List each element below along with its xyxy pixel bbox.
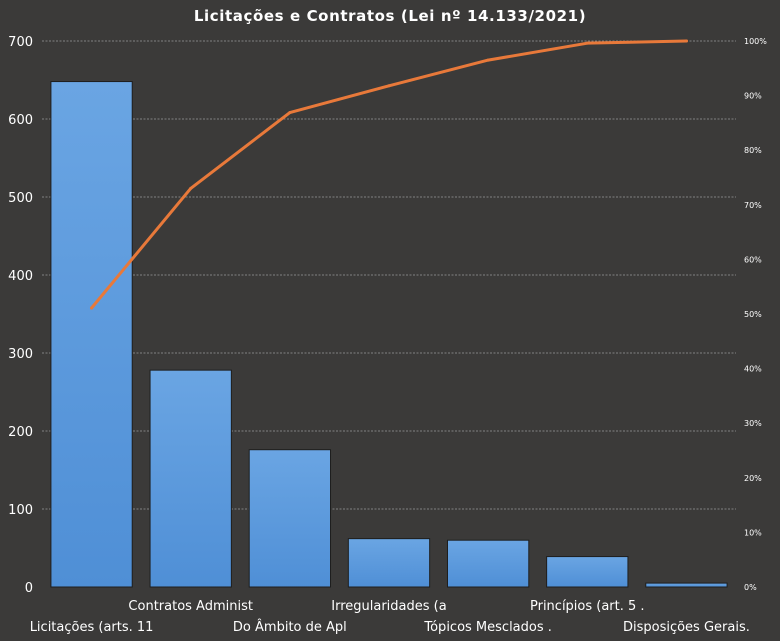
y2-tick-label: 40% bbox=[744, 365, 762, 374]
y2-tick-label: 90% bbox=[744, 92, 762, 101]
y-tick-label: 500 bbox=[8, 191, 33, 206]
y2-tick-label: 50% bbox=[744, 310, 762, 319]
y-tick-label: 400 bbox=[8, 269, 33, 284]
line-point bbox=[585, 41, 589, 45]
y-tick-label: 100 bbox=[8, 503, 33, 518]
chart-title: Licitações e Contratos (Lei nº 14.133/20… bbox=[193, 7, 587, 25]
y2-tick-label: 100% bbox=[744, 37, 767, 46]
bar bbox=[50, 81, 133, 588]
line-point bbox=[288, 111, 292, 115]
line-point bbox=[90, 306, 94, 310]
y2-tick-label: 30% bbox=[744, 419, 762, 428]
line-point bbox=[684, 39, 688, 43]
bar bbox=[645, 582, 728, 588]
x-tick-label: Licitações (arts. 11 bbox=[30, 620, 154, 635]
y2-tick-label: 80% bbox=[744, 146, 762, 155]
bar bbox=[546, 556, 629, 588]
y-tick-label: 300 bbox=[8, 347, 33, 362]
x-tick-label: Irregularidades (a bbox=[331, 599, 446, 614]
bar bbox=[446, 539, 530, 588]
bar bbox=[149, 369, 232, 588]
y-tick-label: 200 bbox=[8, 425, 33, 440]
y-tick-label: 0 bbox=[25, 581, 33, 596]
y2-tick-label: 20% bbox=[744, 474, 762, 483]
line-point bbox=[387, 84, 391, 88]
x-tick-label: Disposições Gerais. bbox=[623, 620, 750, 635]
bar bbox=[248, 449, 332, 588]
bar bbox=[347, 538, 431, 588]
line-point bbox=[486, 58, 490, 62]
y2-tick-label: 10% bbox=[744, 528, 762, 537]
cumulative-line bbox=[90, 39, 688, 310]
y-tick-label: 600 bbox=[8, 113, 33, 128]
line-point bbox=[189, 186, 193, 190]
y2-tick-label: 70% bbox=[744, 201, 762, 210]
y-tick-label: 700 bbox=[8, 35, 33, 50]
x-tick-label: Tópicos Mesclados . bbox=[423, 620, 552, 635]
x-tick-label: Do Âmbito de Apl bbox=[233, 619, 347, 635]
y2-tick-label: 0% bbox=[744, 583, 757, 592]
x-tick-label: Contratos Administ bbox=[128, 599, 253, 614]
y2-tick-label: 60% bbox=[744, 255, 762, 264]
x-tick-label: Princípios (art. 5 . bbox=[530, 599, 645, 614]
